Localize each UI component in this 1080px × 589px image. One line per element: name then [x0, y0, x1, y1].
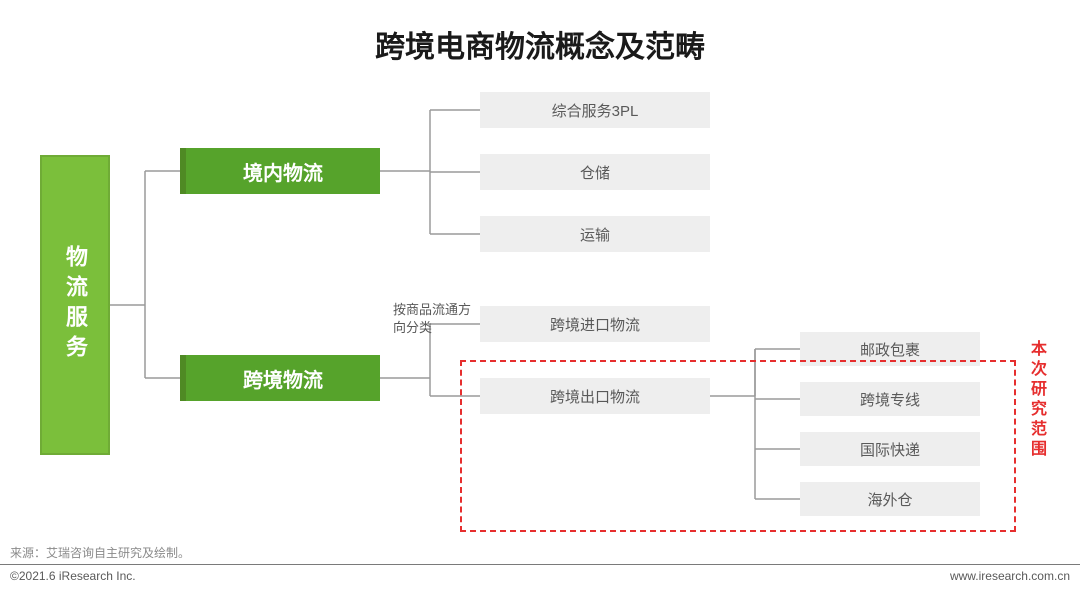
footer-bar: ©2021.6 iResearch Inc. www.iresearch.com…: [0, 564, 1080, 589]
leaf-3pl: 综合服务3PL: [480, 92, 710, 128]
page-title: 跨境电商物流概念及范畴: [0, 22, 1080, 66]
research-scope-box: [460, 360, 1016, 532]
footer-url: www.iresearch.com.cn: [950, 569, 1070, 583]
source-text: 来源：艾瑞咨询自主研究及绘制。: [10, 544, 190, 561]
classification-note: 按商品流通方向分类: [393, 301, 473, 336]
category-cross-border: 跨境物流: [180, 355, 380, 401]
leaf-storage: 仓储: [480, 154, 710, 190]
category-domestic: 境内物流: [180, 148, 380, 194]
leaf-import: 跨境进口物流: [480, 306, 710, 342]
footer-copyright: ©2021.6 iResearch Inc.: [10, 569, 136, 583]
root-node: 物流服务: [40, 155, 110, 455]
leaf-transport: 运输: [480, 216, 710, 252]
research-scope-label: 本次研究范围: [1024, 340, 1048, 460]
